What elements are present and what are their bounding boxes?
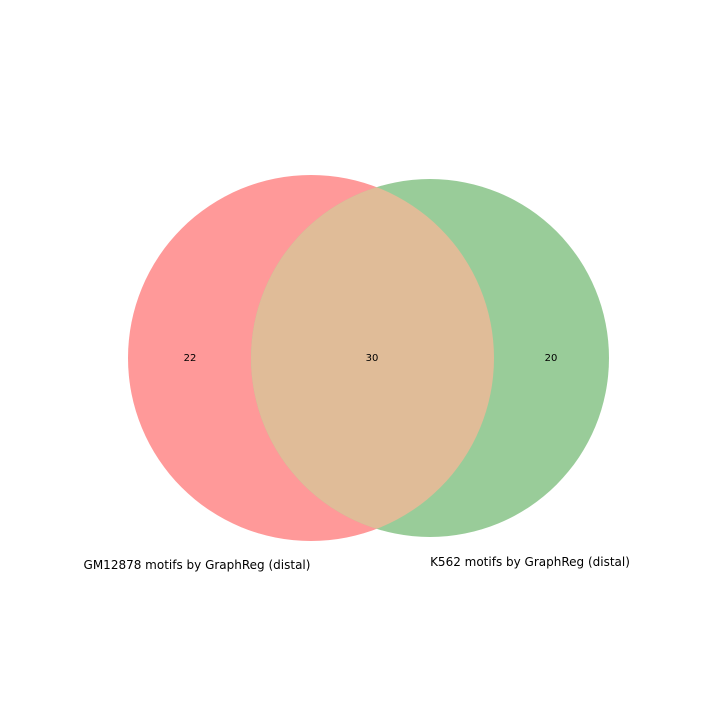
set-label-k562: K562 motifs by GraphReg (distal) — [430, 555, 630, 569]
set-label-gm12878: GM12878 motifs by GraphReg (distal) — [84, 558, 311, 572]
overlap-region — [251, 179, 494, 537]
count-right-only: 20 — [545, 353, 558, 364]
count-left-only: 22 — [184, 353, 197, 364]
count-overlap: 30 — [366, 353, 379, 364]
